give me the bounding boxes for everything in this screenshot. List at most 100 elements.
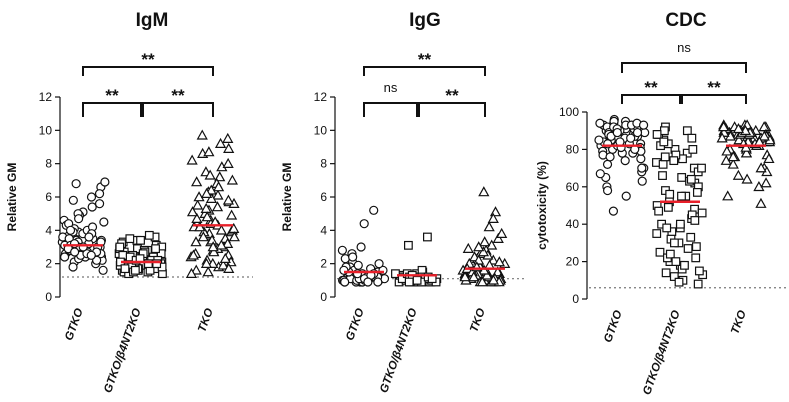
data-point-square	[144, 230, 154, 240]
data-point-triangle	[732, 122, 745, 134]
data-point-square	[422, 232, 432, 242]
data-point-triangle	[223, 262, 235, 273]
significance-label: **	[141, 50, 155, 69]
y-tick-label: 60	[566, 180, 580, 194]
y-tick-label: 2	[320, 257, 327, 271]
data-point-circle	[621, 191, 631, 201]
data-point-square	[412, 275, 422, 285]
data-point-circle	[348, 252, 358, 262]
data-point-circle	[626, 133, 636, 143]
data-point-triangle	[191, 212, 203, 223]
data-point-square	[662, 223, 672, 233]
data-point-square	[691, 242, 701, 252]
data-point-triangle	[481, 269, 493, 280]
data-point-square	[660, 152, 670, 162]
data-point-circle	[632, 127, 643, 138]
data-point-triangle	[212, 189, 224, 200]
data-point-triangle	[226, 174, 239, 185]
data-point-square	[669, 156, 679, 166]
data-point-circle	[369, 205, 379, 215]
y-axis-label: Relative GM	[5, 163, 19, 232]
data-point-square	[675, 219, 685, 229]
data-point-square	[391, 269, 400, 279]
data-point-triangle	[191, 199, 204, 210]
significance-bracket	[363, 102, 418, 117]
data-point-triangle	[721, 145, 733, 156]
data-point-triangle	[222, 157, 234, 168]
data-point-square	[697, 163, 706, 173]
data-point-triangle	[202, 266, 214, 277]
significance-label: **	[418, 50, 432, 69]
significance-bracket	[621, 94, 681, 104]
data-point-triangle	[716, 132, 728, 143]
data-point-triangle	[186, 154, 198, 165]
data-point-circle	[374, 259, 384, 269]
data-point-circle	[94, 189, 105, 199]
data-point-square	[683, 244, 693, 253]
data-point-square	[659, 126, 669, 136]
data-point-circle	[356, 242, 366, 252]
data-point-triangle	[222, 237, 234, 248]
data-point-triangle	[478, 186, 490, 197]
x-category-label: GTKO/β4NT2KO	[378, 307, 420, 395]
y-tick-label: 2	[45, 257, 52, 271]
data-point-triangle	[493, 256, 505, 267]
data-point-triangle	[740, 147, 753, 158]
data-point-triangle	[197, 231, 209, 242]
data-point-triangle	[205, 192, 218, 203]
data-point-triangle	[196, 129, 208, 140]
data-point-circle	[94, 199, 105, 209]
data-point-triangle	[727, 151, 739, 162]
x-category-label: GTKO/β4NT2KO	[641, 309, 683, 397]
data-point-triangle	[200, 187, 213, 198]
data-point-square	[652, 229, 662, 238]
data-point-triangle	[722, 190, 734, 201]
data-point-triangle	[479, 236, 491, 247]
y-tick-label: 6	[45, 190, 52, 204]
y-tick-label: 4	[320, 223, 327, 237]
data-point-triangle	[219, 252, 231, 263]
significance-bracket	[418, 102, 486, 117]
data-point-triangle	[187, 249, 200, 260]
data-point-circle	[337, 245, 347, 255]
data-point-triangle	[200, 257, 213, 268]
data-point-circle	[100, 177, 110, 187]
significance-bracket	[363, 66, 486, 76]
data-point-triangle	[478, 264, 490, 275]
data-point-square	[691, 253, 701, 263]
significance-bracket	[142, 102, 214, 117]
data-point-circle	[620, 156, 630, 166]
data-point-triangle	[760, 177, 772, 188]
data-point-circle	[595, 169, 605, 179]
data-point-circle	[638, 120, 649, 130]
data-point-triangle	[741, 173, 753, 184]
data-point-square	[690, 216, 700, 225]
data-point-circle	[340, 254, 350, 264]
data-point-square	[671, 257, 681, 266]
data-point-triangle	[185, 267, 198, 278]
data-point-square	[682, 126, 692, 136]
data-point-triangle	[492, 266, 504, 277]
x-category-label: GTKO	[63, 307, 86, 342]
data-point-square	[693, 279, 703, 289]
data-point-triangle	[207, 241, 219, 252]
x-category-label: GTKO/β4NT2KO	[102, 307, 144, 395]
chart-title: IgM	[136, 10, 169, 31]
data-point-square	[125, 234, 135, 244]
data-point-triangle	[225, 209, 238, 220]
data-point-square	[677, 173, 687, 182]
data-point-circle	[98, 265, 108, 275]
significance-bracket	[82, 102, 142, 117]
data-point-triangle	[205, 184, 217, 195]
y-axis-label: cytotoxicity (%)	[535, 161, 549, 250]
data-point-square	[659, 137, 669, 147]
data-point-triangle	[214, 137, 227, 148]
data-point-square	[152, 259, 162, 269]
y-tick-label: 80	[566, 142, 580, 156]
x-category-label: TKO	[468, 307, 488, 334]
data-point-triangle	[215, 224, 228, 235]
data-point-circle	[359, 219, 369, 229]
data-point-triangle	[468, 271, 480, 282]
data-point-circle	[612, 127, 622, 138]
